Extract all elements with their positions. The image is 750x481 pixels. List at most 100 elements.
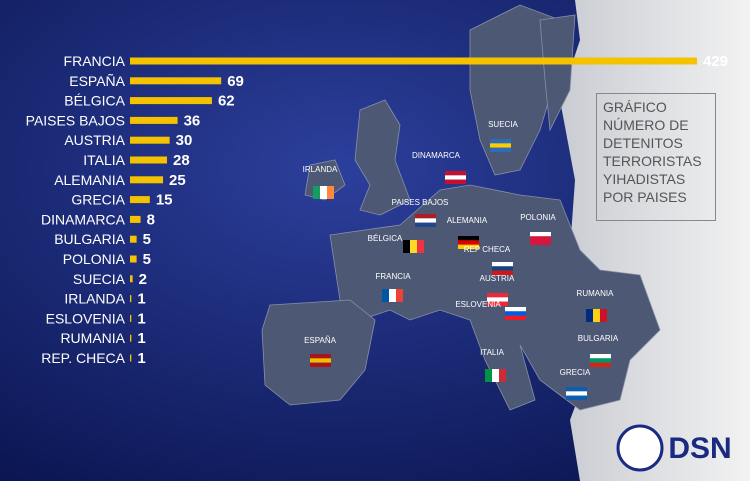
flag-stripe bbox=[310, 358, 331, 363]
flag-stripe bbox=[505, 307, 526, 312]
category-label: ITALIA bbox=[83, 152, 125, 168]
value-label: 5 bbox=[143, 231, 151, 248]
value-label: 25 bbox=[169, 172, 186, 189]
flag-stripe bbox=[492, 266, 513, 271]
category-label: IRLANDA bbox=[64, 291, 125, 307]
flag-stripe bbox=[487, 301, 508, 306]
map-label: SUECIA bbox=[488, 120, 518, 129]
chart-title: GRÁFICO NÚMERO DE DETENITOS TERRORISTAS … bbox=[596, 93, 716, 221]
flag-stripe bbox=[586, 309, 593, 322]
flag-stripe bbox=[590, 358, 611, 363]
map-label: REP CHECA bbox=[464, 245, 511, 254]
value-label: 429 bbox=[703, 53, 728, 70]
value-label: 28 bbox=[173, 152, 190, 169]
map-label: PAISES BAJOS bbox=[392, 198, 449, 207]
category-label: ESLOVENIA bbox=[46, 310, 126, 326]
value-label: 8 bbox=[147, 211, 155, 228]
bar bbox=[130, 275, 133, 283]
category-label: POLONIA bbox=[63, 251, 126, 267]
flag-stripe bbox=[492, 270, 513, 275]
value-label: 2 bbox=[139, 271, 147, 288]
value-label: 62 bbox=[218, 93, 235, 110]
map-label: POLONIA bbox=[520, 213, 556, 222]
map-label: AUSTRIA bbox=[480, 274, 515, 283]
flag-stripe bbox=[458, 240, 479, 245]
logo-text: DSN bbox=[668, 432, 731, 465]
bar bbox=[130, 156, 168, 164]
bar bbox=[130, 97, 212, 105]
bar bbox=[130, 295, 132, 303]
flag-stripe bbox=[505, 311, 526, 316]
map-label: GRECIA bbox=[560, 368, 591, 377]
flag-stripe bbox=[490, 139, 511, 144]
flag-stripe bbox=[492, 369, 499, 382]
flag-stripe bbox=[445, 175, 466, 180]
category-label: DINAMARCA bbox=[41, 211, 126, 227]
flag-stripe bbox=[445, 179, 466, 184]
flag-stripe bbox=[458, 236, 479, 241]
bar bbox=[130, 116, 178, 124]
flag-stripe bbox=[485, 369, 492, 382]
flag-stripe bbox=[566, 387, 587, 392]
flag-stripe bbox=[505, 315, 526, 320]
bar bbox=[130, 77, 222, 85]
map-label: ALEMANIA bbox=[447, 216, 488, 225]
bar bbox=[130, 354, 132, 362]
logo-seal bbox=[616, 424, 664, 472]
bar bbox=[130, 255, 137, 263]
flag-stripe bbox=[499, 369, 506, 382]
bar bbox=[130, 196, 150, 204]
flag-stripe bbox=[487, 293, 508, 298]
flag-stripe bbox=[530, 232, 551, 237]
value-label: 5 bbox=[143, 251, 151, 268]
flag-stripe bbox=[590, 362, 611, 367]
flag-stripe bbox=[382, 289, 389, 302]
flag-stripe bbox=[310, 354, 331, 359]
flag-stripe bbox=[410, 240, 417, 253]
flag-stripe bbox=[320, 186, 327, 199]
flag-stripe bbox=[566, 395, 587, 400]
flag-stripe bbox=[327, 186, 334, 199]
value-label: 1 bbox=[137, 291, 145, 308]
bar bbox=[130, 215, 141, 223]
category-label: BÉLGICA bbox=[64, 93, 125, 109]
category-label: BULGARIA bbox=[54, 231, 125, 247]
flag-stripe bbox=[389, 289, 396, 302]
flag-stripe bbox=[600, 309, 607, 322]
flag-stripe bbox=[396, 289, 403, 302]
flag-stripe bbox=[566, 391, 587, 396]
flag-stripe bbox=[490, 147, 511, 152]
flag-stripe bbox=[313, 186, 320, 199]
category-label: GRECIA bbox=[71, 192, 125, 208]
flag-stripe bbox=[590, 354, 611, 359]
map-label: BULGARIA bbox=[578, 334, 619, 343]
flag-stripe bbox=[310, 362, 331, 367]
map-label: FRANCIA bbox=[375, 272, 411, 281]
flag-stripe bbox=[487, 297, 508, 302]
bar bbox=[130, 57, 697, 65]
map-label: RUMANIA bbox=[577, 289, 615, 298]
category-label: PAISES BAJOS bbox=[26, 112, 125, 128]
bar bbox=[130, 136, 170, 144]
map-label: ESLOVENIA bbox=[455, 300, 501, 309]
flag-stripe bbox=[415, 222, 436, 227]
category-label: FRANCIA bbox=[64, 53, 126, 69]
flag-stripe bbox=[593, 309, 600, 322]
value-label: 1 bbox=[137, 310, 145, 327]
value-label: 30 bbox=[176, 132, 193, 149]
bar bbox=[130, 334, 132, 342]
category-label: ESPAÑA bbox=[69, 73, 125, 89]
bar bbox=[130, 235, 137, 243]
value-label: 1 bbox=[137, 330, 145, 347]
flag-stripe bbox=[415, 218, 436, 223]
flag-stripe bbox=[445, 171, 466, 176]
map-label: IRLANDA bbox=[303, 165, 338, 174]
map-label: ESPAÑA bbox=[304, 336, 337, 345]
value-label: 15 bbox=[156, 192, 173, 209]
flag-stripe bbox=[530, 236, 551, 241]
category-label: AUSTRIA bbox=[64, 132, 125, 148]
value-label: 1 bbox=[137, 350, 145, 367]
flag-stripe bbox=[490, 143, 511, 148]
